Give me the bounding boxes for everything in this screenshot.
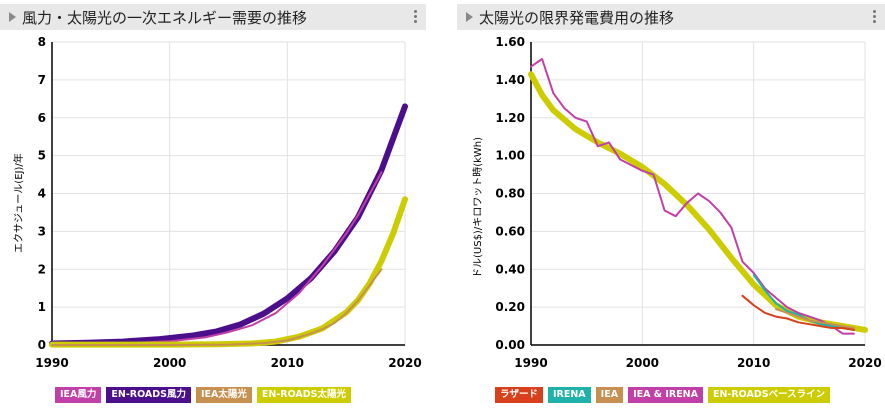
series-line — [741, 294, 855, 331]
y-tick-label: 0.60 — [495, 224, 525, 238]
series-line — [51, 171, 383, 346]
collapse-triangle-icon[interactable] — [9, 12, 16, 22]
right-y-axis-label: ドル(US$)/キロワット時(kWh) — [473, 136, 484, 278]
y-tick-label: 0 — [38, 338, 46, 352]
y-tick-label: 1.60 — [495, 35, 525, 49]
y-tick-label: 0.80 — [495, 187, 525, 201]
y-tick-label: 0.40 — [495, 262, 525, 276]
x-tick-label: 2000 — [153, 356, 186, 370]
collapse-triangle-icon[interactable] — [466, 12, 473, 22]
more-options-icon[interactable] — [412, 8, 418, 26]
x-tick-label: 2010 — [737, 356, 770, 370]
series-line — [528, 71, 868, 333]
right-chart-title: 太陽光の限界発電費用の推移 — [479, 9, 675, 27]
y-tick-label: 0.00 — [495, 338, 525, 352]
legend-item[interactable]: EN-ROADSベースライン — [707, 387, 831, 403]
y-tick-label: 2 — [38, 262, 46, 276]
left-chart-header: 風力・太陽光の一次エネルギー需要の推移 — [0, 4, 426, 30]
y-tick-label: 3 — [38, 224, 46, 238]
legend-item[interactable]: EN-ROADS太陽光 — [256, 387, 351, 403]
series-line — [51, 268, 383, 346]
left-legend: IEA風力 EN-ROADS風力 IEA太陽光 EN-ROADS太陽光 — [55, 387, 351, 403]
left-y-axis-label: エクサジュール(EJ)/年 — [14, 153, 25, 253]
y-tick-label: 1 — [38, 300, 46, 314]
y-tick-label: 1.40 — [495, 73, 525, 87]
x-tick-label: 1990 — [35, 356, 68, 370]
legend-item[interactable]: IEA太陽光 — [196, 387, 252, 403]
wind-solar-demand-panel: 風力・太陽光の一次エネルギー需要の推移 1990 2000 2010 2020 0 1 2 3… — [0, 0, 426, 410]
y-tick-label: 0.20 — [495, 300, 525, 314]
x-tick-label: 1990 — [514, 356, 547, 370]
y-tick-label: 8 — [38, 35, 46, 49]
x-tick-label: 2020 — [848, 356, 881, 370]
legend-item[interactable]: EN-ROADS風力 — [106, 387, 191, 403]
solar-cost-chart: 1990 2000 2010 2020 0.00 0.20 0.40 0.60 0.80 1.00… — [495, 35, 881, 370]
series-line — [530, 58, 855, 335]
x-tick-label: 2020 — [388, 356, 421, 370]
legend-item[interactable]: ラザード — [495, 387, 544, 403]
right-legend: ラザード IRENA IEA IEA & IRENA EN-ROADSベースライン — [495, 387, 831, 403]
more-options-icon[interactable] — [871, 8, 877, 26]
y-tick-label: 5 — [38, 149, 46, 163]
legend-item[interactable]: IEA & IRENA — [628, 387, 703, 403]
y-tick-label: 4 — [38, 187, 46, 201]
solar-cost-panel: 太陽光の限界発電費用の推移 1990 2000 2010 2020 0.00 0.20 0.… — [457, 0, 885, 410]
y-tick-label: 7 — [38, 73, 46, 87]
y-tick-label: 1.20 — [495, 111, 525, 125]
right-chart-header: 太陽光の限界発電費用の推移 — [457, 4, 885, 30]
left-chart-title: 風力・太陽光の一次エネルギー需要の推移 — [22, 9, 308, 27]
series-line — [774, 308, 855, 329]
x-tick-label: 2000 — [626, 356, 659, 370]
y-tick-label: 1.00 — [495, 149, 525, 163]
wind-solar-demand-chart: 1990 2000 2010 2020 0 1 2 3 4 5 6 7 8 — [35, 35, 421, 370]
legend-item[interactable]: IEA風力 — [55, 387, 102, 403]
y-tick-label: 6 — [38, 111, 46, 125]
x-tick-label: 2010 — [271, 356, 304, 370]
legend-item[interactable]: IEA — [595, 387, 624, 403]
legend-item[interactable]: IRENA — [548, 387, 591, 403]
